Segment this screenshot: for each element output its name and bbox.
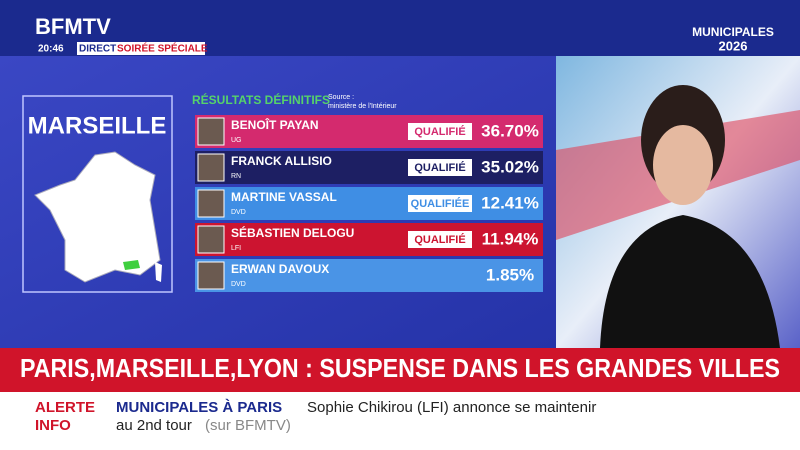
live: DIRECT	[79, 44, 116, 55]
source: ministère de l'Intérieur	[328, 103, 397, 110]
time-box	[35, 42, 77, 55]
corsica	[155, 262, 162, 282]
result-row	[195, 151, 543, 184]
ticker-source: (sur BFMTV)	[205, 417, 291, 434]
headline: PARIS,MARSEILLE,LYON : SUSPENSE DANS LES…	[20, 353, 780, 383]
candidate-name: FRANCK ALLISIO	[231, 154, 332, 168]
candidate-photo	[197, 117, 225, 146]
source-label: Source :	[328, 94, 354, 101]
candidate-party: DVD	[231, 281, 246, 288]
status-box	[408, 195, 472, 212]
status-box	[408, 231, 472, 248]
status: QUALIFIÉ	[414, 125, 465, 138]
result-row	[195, 223, 543, 256]
result-row	[195, 187, 543, 220]
status-box	[408, 159, 472, 176]
event-logo: MUNICIPALES	[692, 25, 774, 39]
result: 36.70%	[481, 121, 539, 140]
candidate-party: DVD	[231, 209, 246, 216]
marseille-area	[123, 260, 140, 270]
result: 35.02%	[481, 157, 539, 176]
city: MARSEILLE	[28, 112, 167, 139]
candidate-name: ERWAN DAVOUX	[231, 262, 329, 276]
candidate-name: SÉBASTIEN DELOGU	[231, 225, 354, 240]
ticker-text: au 2nd tour	[116, 417, 192, 434]
candidate-party: LFI	[231, 245, 241, 252]
result: 11.94%	[482, 229, 539, 248]
results-title: RÉSULTATS DÉFINITIFS	[192, 92, 330, 107]
ticker-label: INFO	[35, 417, 71, 434]
logo: BFMTV	[35, 14, 111, 39]
headline-band	[0, 348, 800, 392]
time: 20:46	[38, 44, 64, 55]
show: SOIRÉE SPÉCIALE	[117, 42, 208, 55]
candidate-photo	[197, 189, 225, 218]
result: 12.41%	[481, 193, 539, 212]
status-box	[408, 123, 472, 140]
ticker-text: Sophie Chikirou (LFI) annonce se mainten…	[307, 399, 596, 416]
france-map	[34, 151, 161, 283]
result: 1.85%	[486, 265, 534, 284]
result-row	[195, 259, 543, 292]
event-year: 2026	[719, 38, 748, 53]
candidate-photo	[197, 261, 225, 290]
ticker-band	[0, 392, 800, 450]
ticker-label: ALERTE	[35, 399, 95, 416]
ticker-topic: MUNICIPALES À PARIS	[116, 399, 282, 416]
candidate-name: BENOÎT PAYAN	[231, 117, 319, 132]
candidate-party: RN	[231, 173, 241, 180]
map-box	[22, 95, 173, 293]
candidate-photo	[197, 153, 225, 182]
presenter-face	[653, 125, 713, 205]
status: QUALIFIÉE	[411, 197, 470, 210]
status: QUALIFIÉ	[414, 233, 465, 246]
live-bar	[35, 42, 205, 55]
presenter-body	[600, 215, 780, 348]
candidate-name: MARTINE VASSAL	[231, 190, 337, 204]
status: QUALIFIÉ	[414, 161, 465, 174]
candidate-photo	[197, 225, 225, 254]
candidate-party: UG	[231, 137, 242, 144]
result-row	[195, 115, 543, 148]
